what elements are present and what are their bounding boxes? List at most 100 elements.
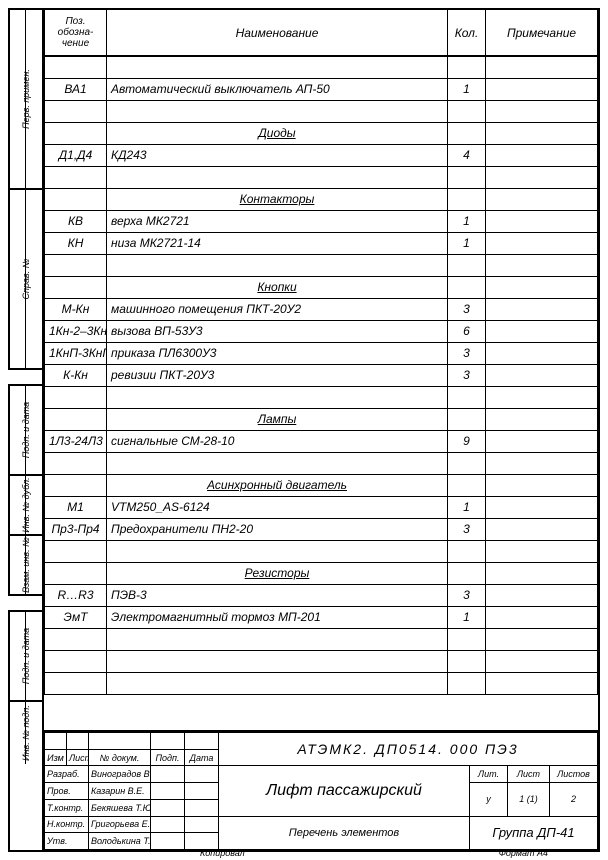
table-row xyxy=(45,650,598,672)
sidebar-gap xyxy=(8,596,42,612)
table-row: Диоды xyxy=(45,122,598,144)
side-label: Взам. инв. № xyxy=(21,537,31,593)
name-cell: верха МК2721 xyxy=(107,210,448,232)
table-row: 1КнП-3КнПприказа ПЛ6300У33 xyxy=(45,342,598,364)
side-label: Подп. и дата xyxy=(21,628,31,684)
hdr-izm: Изм xyxy=(45,749,67,766)
table-row: М1VTM250_AS-61241 xyxy=(45,496,598,518)
name-cell: низа МК2721-14 xyxy=(107,232,448,254)
table-row: Д1,Д4КД2434 xyxy=(45,144,598,166)
note-cell xyxy=(486,298,598,320)
table-row: Контакторы xyxy=(45,188,598,210)
table-row: КНниза МК2721-141 xyxy=(45,232,598,254)
gost-sidebar: Перв. примен. Справ. № Подп. и дата Инв.… xyxy=(10,10,44,850)
table-row: Резисторы xyxy=(45,562,598,584)
note-cell xyxy=(486,584,598,606)
table-row xyxy=(45,56,598,78)
name-cell: ПЭВ-3 xyxy=(107,584,448,606)
sidebar-gap xyxy=(8,370,42,386)
name-cell: КД243 xyxy=(107,144,448,166)
name-cell: Григорьева Е.В. xyxy=(89,816,151,833)
table-row: Пр3-Пр4Предохранители ПН2-203 xyxy=(45,518,598,540)
role-cell: Пров. xyxy=(45,783,89,800)
drawing-frame: Перв. примен. Справ. № Подп. и дата Инв.… xyxy=(8,8,600,852)
note-cell xyxy=(486,496,598,518)
sheets-h: Листов xyxy=(549,766,597,783)
note-cell xyxy=(486,320,598,342)
section-heading: Контакторы xyxy=(107,188,448,210)
name-cell: ревизии ПКТ-20У3 xyxy=(107,364,448,386)
parts-header-row: Поз. обозна- чение Наименование Кол. При… xyxy=(45,10,598,56)
note-cell xyxy=(486,342,598,364)
table-row xyxy=(45,672,598,694)
qty-cell: 3 xyxy=(448,364,486,386)
pos-cell: 1Кн-2–3Кн-2 xyxy=(45,320,107,342)
role-cell: Разраб. xyxy=(45,766,89,783)
name-cell: VTM250_AS-6124 xyxy=(107,496,448,518)
table-row: Кнопки xyxy=(45,276,598,298)
pos-cell: М-Кн xyxy=(45,298,107,320)
table-row xyxy=(45,386,598,408)
doc-code: АТЭМК2. ДП0514. 000 ПЭ3 xyxy=(219,733,598,766)
header-name: Наименование xyxy=(107,10,448,56)
table-row: ЭмТЭлектромагнитный тормоз МП-2011 xyxy=(45,606,598,628)
table-row: Лампы xyxy=(45,408,598,430)
table-row xyxy=(45,254,598,276)
table-row: К-Кнревизии ПКТ-20У33 xyxy=(45,364,598,386)
qty-cell: 3 xyxy=(448,298,486,320)
table-row: R…R3ПЭВ-33 xyxy=(45,584,598,606)
pos-cell: Д1,Д4 xyxy=(45,144,107,166)
lit-val: у xyxy=(469,783,507,816)
section-heading: Диоды xyxy=(107,122,448,144)
qty-cell: 9 xyxy=(448,430,486,452)
pos-cell: КН xyxy=(45,232,107,254)
pos-cell: R…R3 xyxy=(45,584,107,606)
section-heading: Асинхронный двигатель xyxy=(107,474,448,496)
note-cell xyxy=(486,364,598,386)
pos-cell: 1Л3-24Л3 xyxy=(45,430,107,452)
hdr-data: Дата xyxy=(185,749,219,766)
qty-cell: 3 xyxy=(448,518,486,540)
table-row xyxy=(45,100,598,122)
note-cell xyxy=(486,78,598,100)
name-cell: Казарин В.Е. xyxy=(89,783,151,800)
header-note: Примечание xyxy=(486,10,598,56)
parts-table-area: Поз. обозна- чение Наименование Кол. При… xyxy=(44,10,598,730)
table-row: 1Л3-24Л3сигнальные СМ-28-109 xyxy=(45,430,598,452)
table-row: М-Кнмашинного помещения ПКТ-20У23 xyxy=(45,298,598,320)
table-row: КВверха МК27211 xyxy=(45,210,598,232)
name-cell: Электромагнитный тормоз МП-201 xyxy=(107,606,448,628)
qty-cell: 4 xyxy=(448,144,486,166)
doc-subtitle: Перечень элементов xyxy=(219,816,470,849)
parts-table: Поз. обозна- чение Наименование Кол. При… xyxy=(44,10,598,695)
pos-cell: К-Кн xyxy=(45,364,107,386)
note-cell xyxy=(486,210,598,232)
name-cell: Автоматический выключатель АП-50 xyxy=(107,78,448,100)
pos-cell: ВА1 xyxy=(45,78,107,100)
name-cell: Володькина Т.А. xyxy=(89,833,151,850)
side-label: Инв. № подп. xyxy=(21,705,31,761)
side-label: Инв. № дубл. xyxy=(21,477,31,532)
note-cell xyxy=(486,518,598,540)
main-area: Поз. обозна- чение Наименование Кол. При… xyxy=(44,10,598,850)
side-label: Перв. примен. xyxy=(21,69,31,129)
pos-cell: 1КнП-3КнП xyxy=(45,342,107,364)
qty-cell: 1 xyxy=(448,210,486,232)
pos-cell: ЭмТ xyxy=(45,606,107,628)
role-cell: Н.контр. xyxy=(45,816,89,833)
qty-cell: 1 xyxy=(448,606,486,628)
note-cell xyxy=(486,232,598,254)
qty-cell: 1 xyxy=(448,496,486,518)
pos-cell: Пр3-Пр4 xyxy=(45,518,107,540)
role-cell: Утв. xyxy=(45,833,89,850)
name-cell: Бекяшева Т.Ю. xyxy=(89,799,151,816)
table-row xyxy=(45,166,598,188)
table-row: ВА1Автоматический выключатель АП-501 xyxy=(45,78,598,100)
qty-cell: 1 xyxy=(448,232,486,254)
header-qty: Кол. xyxy=(448,10,486,56)
name-cell: сигнальные СМ-28-10 xyxy=(107,430,448,452)
qty-cell: 1 xyxy=(448,78,486,100)
qty-cell: 3 xyxy=(448,342,486,364)
doc-title: Лифт пассажирский xyxy=(219,766,470,816)
footer-left: Копировал xyxy=(200,848,245,858)
